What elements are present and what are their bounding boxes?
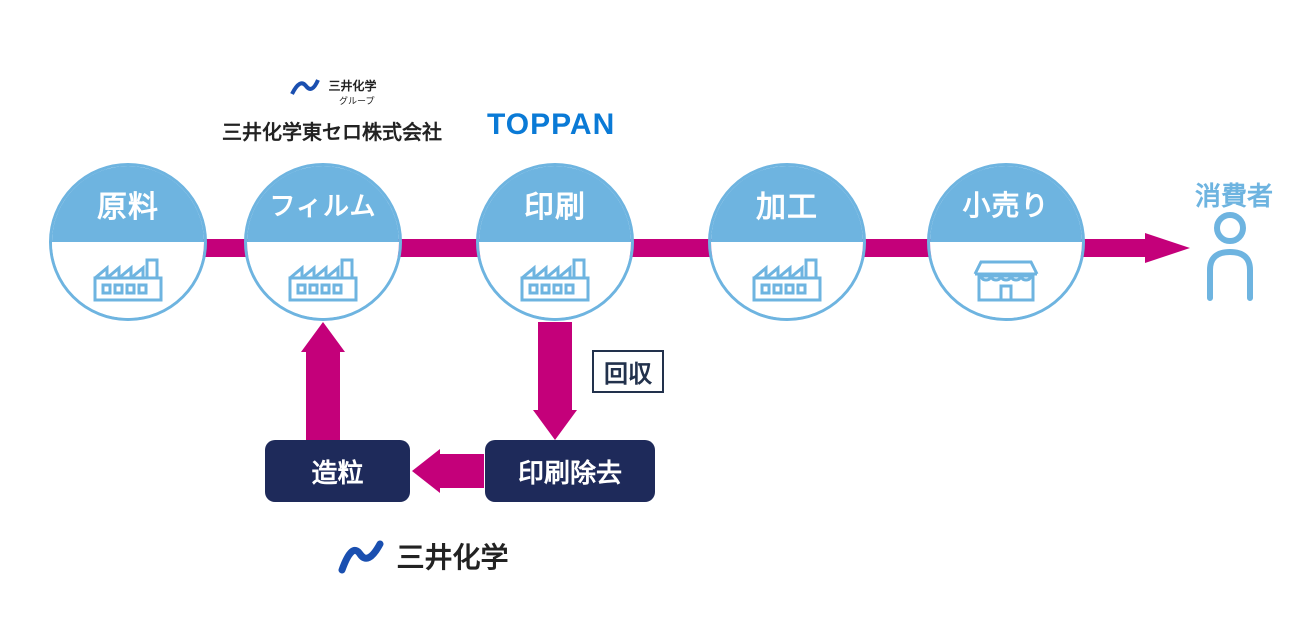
person-icon [1200, 212, 1260, 302]
node-label: 加工 [756, 182, 818, 226]
node-processing: 加工 [708, 163, 866, 321]
collection-label: 回収 [592, 350, 664, 393]
factory-icon [93, 258, 163, 302]
box-label: 造粒 [311, 453, 363, 490]
logo-toppan: TOPPAN [487, 108, 615, 142]
box-granulation: 造粒 [265, 440, 410, 502]
up-arrow-to-film [301, 322, 345, 440]
logo-text: 三井化学 [328, 79, 376, 93]
node-raw-material: 原料 [49, 163, 207, 321]
logo-mitsui-chemicals: 三井化学 [338, 536, 508, 576]
box-label: 印刷除去 [518, 453, 622, 490]
node-film: フィルム [244, 163, 402, 321]
consumer-label: 消費者 [1195, 176, 1273, 213]
factory-icon [752, 258, 822, 302]
diagram-canvas: 原料 フィルム [0, 0, 1300, 642]
logo-tohcello: 三井化学東セロ株式会社 [222, 116, 442, 145]
logo-mitsui-group: 三井化学 グループ [290, 76, 376, 107]
logo-text: 三井化学 [396, 542, 508, 573]
wave-icon [338, 538, 384, 574]
node-printing: 印刷 [476, 163, 634, 321]
down-arrow-collection [533, 322, 577, 440]
box-print-removal: 印刷除去 [485, 440, 655, 502]
node-label: 原料 [97, 182, 159, 226]
node-label: 小売り [962, 184, 1049, 224]
node-label: 印刷 [524, 182, 586, 226]
node-retail: 小売り [927, 163, 1085, 321]
factory-icon [288, 258, 358, 302]
wave-icon [290, 76, 320, 96]
node-label: フィルム [270, 186, 377, 223]
store-icon [973, 258, 1039, 302]
left-arrow-to-granulation [412, 449, 484, 493]
factory-icon [520, 258, 590, 302]
